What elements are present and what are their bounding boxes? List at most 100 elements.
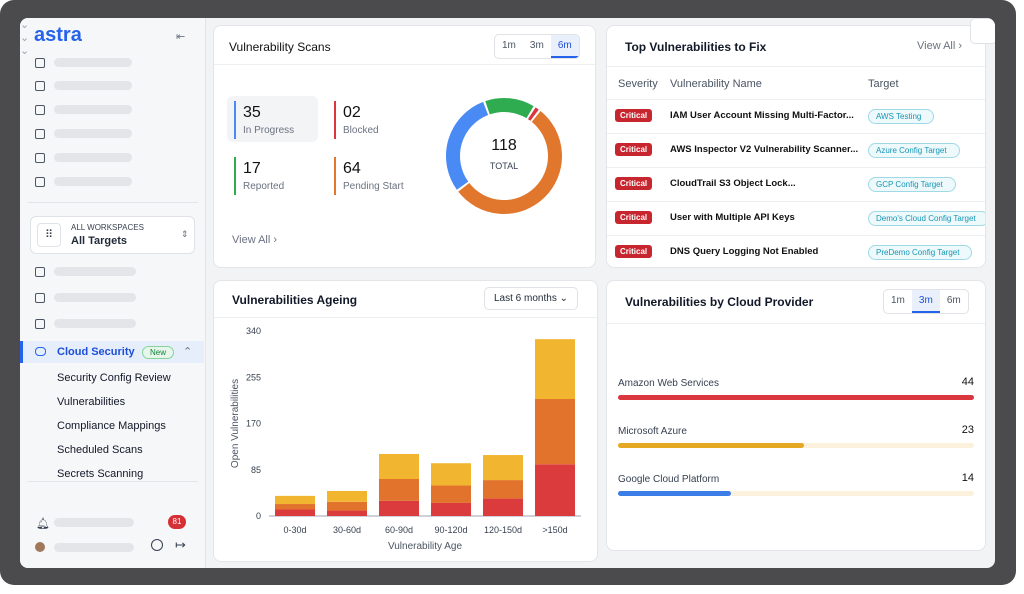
- help-button[interactable]: [151, 539, 163, 551]
- bar-segment: [379, 453, 419, 479]
- workspace-label: ALL WORKSPACES: [71, 223, 144, 232]
- tab[interactable]: 3m: [529, 40, 544, 51]
- nav-icon: [35, 153, 45, 163]
- table-row[interactable]: [607, 134, 985, 168]
- bar-segment: [483, 480, 523, 499]
- severity-badge: Critical: [615, 245, 653, 258]
- vulnerability-name: IAM User Account Missing Multi-Factor...: [670, 110, 854, 121]
- top-vulns-card: Top Vulnerabilities to Fix View All › Se…: [606, 25, 986, 268]
- bar-segment: [327, 501, 367, 511]
- card-title: Vulnerabilities Ageing: [232, 293, 358, 307]
- table-row[interactable]: [607, 100, 985, 134]
- provider-name: Google Cloud Platform: [618, 474, 720, 485]
- nav-placeholder[interactable]: [54, 81, 132, 90]
- workspace-value: All Targets: [71, 235, 128, 247]
- tab[interactable]: 1m: [502, 40, 516, 51]
- view-all[interactable]: View All ›: [917, 40, 963, 52]
- workspace-select[interactable]: ⠿ ALL WORKSPACES All Targets ⇕: [30, 216, 195, 254]
- y-tick-label: 0: [256, 511, 261, 521]
- scans-card: Vulnerability Scans 1m 3m 6m 35 In Progress…: [213, 25, 596, 268]
- stat-label: Pending Start: [343, 181, 404, 192]
- header-line: [607, 99, 985, 100]
- nav-placeholder[interactable]: [54, 153, 132, 162]
- progress-bar: [618, 395, 974, 400]
- vulnerability-name: CloudTrail S3 Object Lock...: [670, 178, 796, 189]
- y-tick-label: 85: [251, 465, 261, 475]
- tab[interactable]: 6m: [946, 295, 961, 306]
- provider-name: Amazon Web Services: [618, 378, 719, 389]
- column-header: Vulnerability Name: [670, 78, 762, 90]
- bar-segment: [327, 490, 367, 502]
- nav-icon: [35, 58, 45, 68]
- tab[interactable]: 3m: [911, 290, 940, 313]
- sidebar: astra ⇤ ⌄ ⌄ ⌄ ⠿ ALL WORKSPACES All Targets…: [20, 18, 206, 568]
- chart: 0 85 170 255 340 Open Vulnerabilities Vulnerab…: [230, 326, 581, 552]
- nav-placeholder[interactable]: [54, 129, 132, 138]
- logo: astra: [34, 24, 82, 46]
- chevron: ⌄: [20, 19, 30, 31]
- target-pill: Demo's Cloud Config Target: [868, 211, 985, 226]
- logout-button[interactable]: ↦: [175, 537, 186, 552]
- x-tick-label: 30-60d: [333, 525, 361, 535]
- range-dropdown[interactable]: Last 6 months ⌄: [484, 287, 578, 310]
- tab[interactable]: 6m: [550, 35, 579, 58]
- target-pill: GCP Config Target: [868, 177, 956, 192]
- nav-placeholder[interactable]: [54, 293, 136, 302]
- tab[interactable]: 1m: [891, 295, 905, 306]
- nav-icon: [35, 319, 45, 329]
- nav-placeholder[interactable]: [54, 58, 132, 67]
- nav-placeholder[interactable]: [54, 177, 132, 186]
- stat-value: 17: [243, 160, 261, 177]
- nav-placeholder[interactable]: [54, 267, 136, 276]
- nav-icon: [35, 105, 45, 115]
- vulnerability-name: AWS Inspector V2 Vulnerability Scanner..…: [670, 144, 859, 155]
- provider-count: 23: [961, 424, 974, 436]
- bar-segment: [275, 509, 315, 516]
- bar-segment: [483, 455, 523, 481]
- donut-label: TOTAL: [490, 161, 518, 171]
- view-all[interactable]: View All ›: [232, 234, 278, 246]
- cloud-card: Vulnerabilities by Cloud Provider 1m 3m 6m…: [606, 280, 986, 551]
- donut: 118 TOTAL: [446, 98, 562, 214]
- bar-segment: [431, 502, 471, 516]
- nav-label: Cloud Security: [57, 346, 135, 358]
- card-title: Vulnerabilities by Cloud Provider: [625, 295, 814, 309]
- stat-highlight: [227, 96, 318, 142]
- submenu-item[interactable]: Scheduled Scans: [57, 444, 143, 456]
- view-all-text: View All: [232, 234, 271, 246]
- nav-placeholder[interactable]: [54, 105, 132, 114]
- submenu-item[interactable]: Secrets Scanning: [57, 468, 144, 480]
- collapse-button[interactable]: ⇤: [176, 31, 186, 43]
- stat-bar: [334, 157, 336, 195]
- x-tick-label: >150d: [542, 525, 567, 535]
- provider-name: Microsoft Azure: [618, 426, 687, 437]
- notification-count: 81: [168, 515, 186, 529]
- table-row[interactable]: [607, 168, 985, 202]
- submenu-item[interactable]: Compliance Mappings: [57, 420, 166, 432]
- nav-placeholder[interactable]: [54, 319, 136, 328]
- nav-icon: [35, 129, 45, 139]
- badge: New: [142, 346, 175, 359]
- bar-segment: [535, 399, 575, 465]
- y-tick-label: 340: [246, 326, 261, 336]
- nav-icon: [35, 267, 45, 277]
- x-tick-label: 120-150d: [484, 525, 522, 535]
- view-all-text: View All: [917, 40, 956, 52]
- nav-item-active[interactable]: Cloud Security New ⌃: [20, 341, 204, 363]
- submenu-item[interactable]: Vulnerabilities: [57, 396, 126, 408]
- target-pill: Azure Config Target: [868, 143, 960, 158]
- dropdown-value: Last 6 months: [494, 293, 557, 304]
- donut-total: 118: [491, 137, 517, 154]
- column-header: Target: [868, 78, 899, 90]
- provider-count: 44: [961, 376, 974, 388]
- target-pill: AWS Testing: [868, 109, 935, 124]
- provider-count: 14: [961, 472, 974, 484]
- nav-icon: [35, 293, 45, 303]
- table-row[interactable]: [607, 202, 985, 236]
- submenu-item[interactable]: Security Config Review: [57, 372, 171, 384]
- nav-icon: [35, 177, 45, 187]
- x-tick-label: 0-30d: [283, 525, 306, 535]
- bar-segment: [535, 339, 575, 400]
- vulnerability-name: User with Multiple API Keys: [670, 212, 795, 223]
